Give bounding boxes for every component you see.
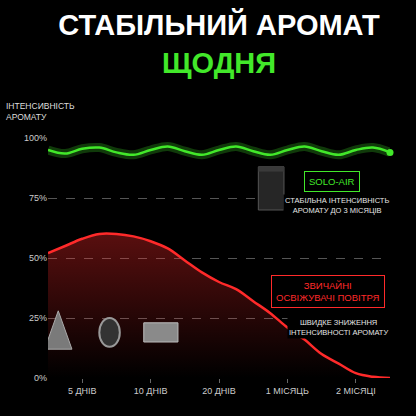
svg-text:100%: 100% [24,133,47,143]
svg-text:75%: 75% [29,193,47,203]
svg-text:СТАБІЛЬНИЙ АРОМАТЩОДНЯ: СТАБІЛЬНИЙ АРОМАТЩОДНЯ [58,8,380,79]
svg-text:50%: 50% [29,253,47,263]
svg-text:ЗВИЧАЙНІОСВІЖУВАЧІ ПОВІТРЯ: ЗВИЧАЙНІОСВІЖУВАЧІ ПОВІТРЯ [276,280,380,303]
svg-text:1 МІСЯЦЬ: 1 МІСЯЦЬ [266,386,309,396]
svg-text:2 МІСЯЦІ: 2 МІСЯЦІ [336,386,376,396]
svg-text:20 ДНІВ: 20 ДНІВ [202,386,236,396]
svg-text:10 ДНІВ: 10 ДНІВ [134,386,168,396]
svg-text:ШВИДКЕ ЗНИЖЕННЯІНТЕНСИВНОСТІ А: ШВИДКЕ ЗНИЖЕННЯІНТЕНСИВНОСТІ АРОМАТУ [289,318,388,337]
svg-text:0%: 0% [34,373,47,383]
svg-text:SOLO-AIR: SOLO-AIR [309,176,355,187]
svg-text:25%: 25% [29,313,47,323]
svg-text:СТАБІЛЬНА ІНТЕНСИВНІСТЬАРОМАТУ: СТАБІЛЬНА ІНТЕНСИВНІСТЬАРОМАТУ ДО 3 МІСЯ… [285,196,389,215]
svg-text:ІНТЕНСИВНІСТЬАРОМАТУ: ІНТЕНСИВНІСТЬАРОМАТУ [6,101,75,122]
svg-text:5 ДНІВ: 5 ДНІВ [68,386,97,396]
